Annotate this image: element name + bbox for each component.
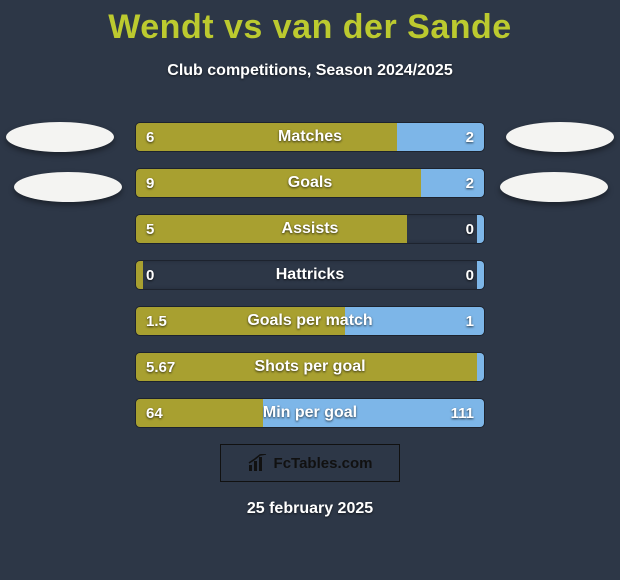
stat-value-right: 0	[466, 215, 474, 243]
stat-value-left: 0	[146, 261, 154, 289]
stat-bar-left-fill	[136, 353, 477, 381]
stat-bar-left-fill	[136, 307, 345, 335]
page-title: Wendt vs van der Sande	[0, 8, 620, 47]
stat-bar-left-fill	[136, 261, 143, 289]
date-label: 25 february 2025	[0, 500, 620, 518]
stat-value-right: 0	[466, 261, 474, 289]
stat-bar-left-fill	[136, 399, 263, 427]
chart-icon	[248, 454, 268, 472]
comparison-bars: Matches62Goals92Assists50Hattricks00Goal…	[135, 122, 485, 444]
stat-bar-right-fill	[263, 399, 484, 427]
comparison-canvas: Wendt vs van der Sande Club competitions…	[0, 0, 620, 580]
player-photo-left	[6, 122, 114, 152]
player-photo-right	[506, 122, 614, 152]
stat-bar: Shots per goal5.67	[135, 352, 485, 382]
stat-bar-left-fill	[136, 169, 421, 197]
stat-bar: Goals per match1.51	[135, 306, 485, 336]
stat-bar-right-fill	[421, 169, 484, 197]
stat-bar-right-fill	[397, 123, 484, 151]
stat-bar: Matches62	[135, 122, 485, 152]
stat-label: Hattricks	[136, 261, 484, 289]
club-logo-left	[14, 172, 122, 202]
stat-bar-right-fill	[477, 261, 484, 289]
stat-bar-right-fill	[345, 307, 484, 335]
stat-bar: Min per goal64111	[135, 398, 485, 428]
stat-bar: Hattricks0 0	[135, 260, 485, 290]
club-logo-right	[500, 172, 608, 202]
watermark-text: FcTables.com	[274, 455, 373, 472]
subtitle: Club competitions, Season 2024/2025	[0, 62, 620, 80]
stat-bar: Goals92	[135, 168, 485, 198]
stat-bar-left-fill	[136, 215, 407, 243]
stat-bar-right-fill	[477, 215, 484, 243]
stat-bar-right-fill	[477, 353, 484, 381]
stat-bar-left-fill	[136, 123, 397, 151]
stat-bar: Assists50	[135, 214, 485, 244]
watermark-badge: FcTables.com	[220, 444, 400, 482]
